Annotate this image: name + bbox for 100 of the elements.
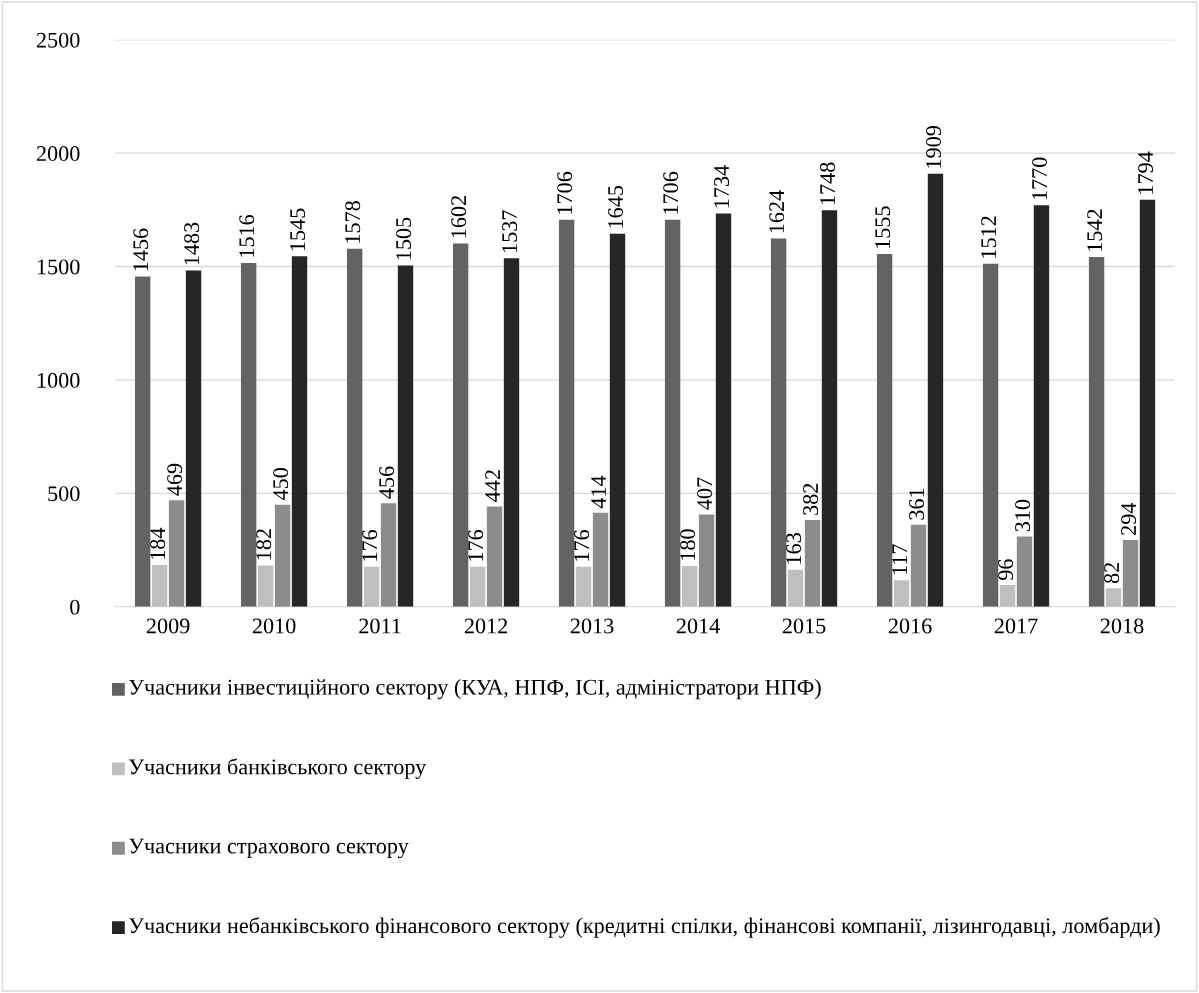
data-label: 1706	[663, 171, 679, 214]
bar	[715, 213, 732, 607]
data-label: 1537	[502, 210, 518, 253]
data-label: 456	[379, 466, 395, 499]
bar	[664, 219, 681, 607]
bar	[1088, 257, 1105, 607]
data-label: 1516	[239, 214, 255, 257]
bar	[876, 254, 893, 607]
data-label: 382	[803, 483, 819, 515]
bar	[787, 569, 804, 607]
data-label: 1748	[820, 162, 836, 205]
bar	[452, 243, 469, 607]
data-label: 1542	[1087, 209, 1103, 251]
data-label: 1545	[290, 208, 306, 251]
data-label: 182	[256, 529, 272, 560]
bar	[1016, 536, 1033, 607]
data-label: 1734	[714, 165, 730, 208]
data-label: 1578	[345, 201, 361, 243]
bar	[681, 565, 698, 607]
data-label: 469	[167, 463, 183, 496]
bar	[698, 514, 715, 607]
bar	[927, 173, 944, 607]
data-label: 176	[574, 529, 590, 561]
bar	[346, 248, 363, 607]
x-tick-label: 2013	[570, 618, 614, 634]
legend-label: Учасники банківського сектору	[129, 758, 427, 779]
data-label: 176	[362, 529, 378, 561]
data-label: 1483	[184, 222, 200, 265]
bar	[469, 566, 486, 607]
bar	[257, 565, 274, 607]
y-tick-label: 2500	[36, 32, 80, 48]
y-tick-label: 500	[48, 486, 80, 502]
data-label: 117	[892, 544, 907, 575]
bar	[134, 276, 151, 607]
legend-label: Учасники страхового сектору	[129, 838, 409, 859]
bar	[999, 584, 1016, 607]
bar	[1105, 588, 1122, 607]
bar	[274, 504, 291, 607]
y-tick-label: 0	[70, 599, 80, 615]
x-tick-label: 2016	[888, 618, 932, 634]
bar	[982, 263, 999, 607]
data-label: 1512	[981, 216, 997, 258]
bar	[1139, 199, 1156, 607]
bar	[486, 506, 503, 607]
data-label: 1770	[1032, 157, 1048, 200]
data-label: 1456	[133, 228, 149, 271]
bar	[558, 219, 575, 607]
bar	[168, 500, 185, 607]
bar	[380, 503, 397, 607]
bar	[240, 262, 257, 607]
data-label: 176	[468, 529, 484, 561]
bar	[1122, 540, 1139, 607]
x-tick-label: 2011	[359, 618, 401, 634]
bar	[151, 564, 168, 607]
data-label: 1555	[875, 206, 891, 248]
data-label: 1794	[1138, 151, 1154, 194]
y-tick-label: 1500	[37, 259, 80, 275]
bar	[363, 566, 380, 607]
data-label: 294	[1121, 502, 1137, 535]
data-label: 184	[150, 527, 166, 559]
bar	[821, 210, 838, 607]
bar	[185, 270, 202, 607]
bar	[1033, 205, 1050, 607]
x-tick-label: 2009	[146, 618, 190, 634]
bar	[804, 520, 821, 607]
bar	[910, 524, 927, 607]
bar	[592, 512, 609, 607]
bar	[893, 580, 910, 607]
data-label: 96	[998, 559, 1014, 581]
data-label: 82	[1104, 562, 1120, 584]
data-label: 180	[680, 529, 696, 560]
x-tick-label: 2017	[994, 618, 1038, 634]
legend-label: Учасники небанківського фінансового сектору (кредитні спілки, фінансові компанії, лізингодавці, ломбарди)	[129, 917, 1160, 938]
data-label: 1602	[451, 196, 467, 238]
x-tick-label: 2010	[252, 618, 296, 634]
data-label: 361	[909, 488, 925, 520]
data-label: 1505	[396, 217, 412, 260]
data-label: 450	[273, 468, 289, 501]
x-tick-label: 2015	[782, 618, 826, 634]
bar	[575, 566, 592, 607]
x-tick-label: 2014	[676, 618, 720, 634]
x-tick-label: 2012	[464, 618, 508, 634]
data-label: 1706	[557, 171, 573, 214]
data-label: 163	[786, 533, 802, 564]
data-label: 1624	[769, 190, 785, 233]
x-tick-label: 2018	[1100, 618, 1144, 634]
data-label: 414	[591, 475, 606, 509]
data-label: 1645	[608, 185, 624, 228]
bar	[770, 238, 787, 607]
legend-label: Учасники інвестиційного сектору (КУА, НПФ, ІСІ, адміністратори НПФ)	[129, 679, 821, 700]
data-label: 1909	[926, 126, 942, 168]
data-label: 407	[697, 477, 713, 510]
bar	[609, 233, 626, 607]
data-label: 310	[1015, 499, 1031, 532]
bar	[503, 258, 520, 607]
bar	[397, 265, 414, 607]
y-tick-label: 2000	[36, 146, 80, 162]
bar	[291, 256, 308, 607]
y-tick-label: 1000	[37, 372, 80, 388]
data-label: 442	[485, 470, 500, 502]
